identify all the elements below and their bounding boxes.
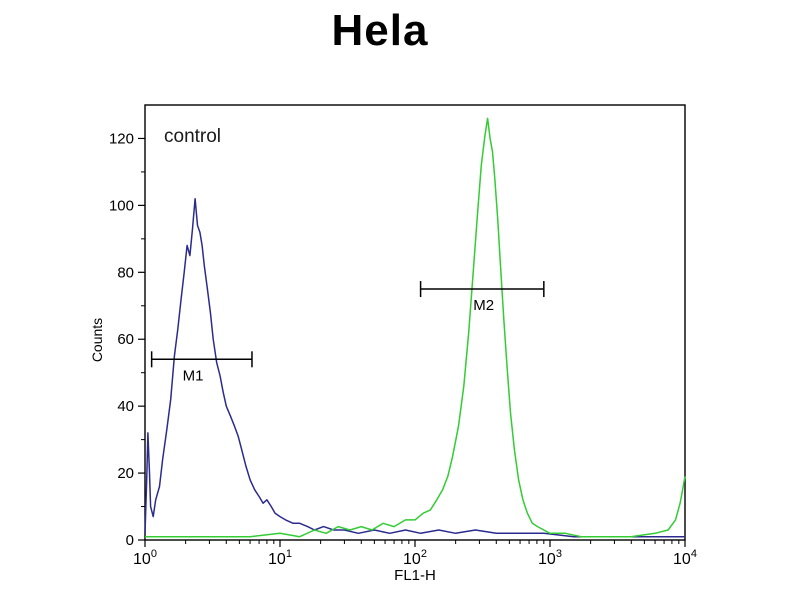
- y-tick-label: 80: [117, 264, 134, 281]
- y-tick-label: 40: [117, 398, 134, 415]
- gate-m1-label: M1: [183, 367, 204, 384]
- chart-title: Hela: [331, 6, 429, 55]
- y-tick-label: 60: [117, 331, 134, 348]
- curve-control-blue: [144, 197, 685, 538]
- y-tick-label: 100: [109, 197, 134, 214]
- y-tick-label: 20: [117, 465, 134, 482]
- x-tick-label: 104: [673, 548, 697, 568]
- x-tick-label: 102: [403, 548, 427, 568]
- gate-m2-label: M2: [473, 297, 494, 314]
- curve-green: [145, 117, 686, 538]
- control-annotation: control: [164, 126, 222, 147]
- plot-border: [144, 104, 686, 541]
- x-tick-label: 103: [538, 548, 562, 568]
- x-tick-label: 101: [268, 548, 292, 568]
- x-tick-label: 100: [133, 548, 157, 568]
- y-tick-label: 0: [126, 532, 134, 549]
- x-axis-label: FL1-H: [394, 567, 436, 584]
- y-tick-label: 120: [109, 130, 134, 147]
